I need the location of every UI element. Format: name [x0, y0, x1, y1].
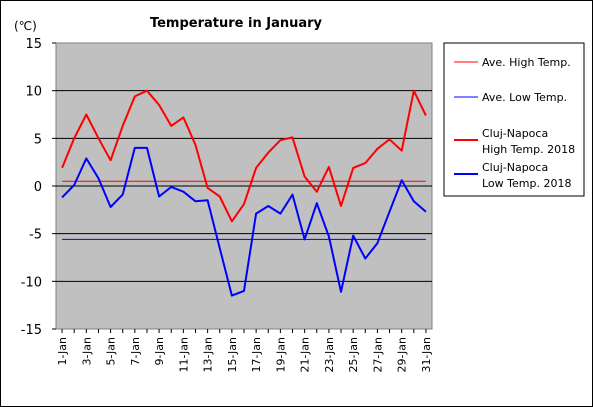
legend-label: Cluj-Napoca — [482, 161, 548, 174]
x-tick-label: 19-Jan — [274, 337, 287, 373]
legend-entries: Ave. High Temp. Ave. Low Temp. Cluj-Napoca… — [454, 56, 575, 190]
x-tick-label: 23-Jan — [323, 337, 336, 373]
x-tick-label: 9-Jan — [153, 337, 166, 366]
x-tick-label: 11-Jan — [177, 337, 190, 373]
y-tick-label: -5 — [29, 228, 42, 243]
series-lines — [61, 89, 427, 297]
x-tick-label: 7-Jan — [129, 337, 142, 366]
chart-title: Temperature in January — [150, 16, 323, 31]
x-tick-label: 17-Jan — [250, 337, 263, 373]
x-axis-ticks: 1-Jan 3-Jan 5-Jan 7-Jan 9-Jan 11-Jan 13-Jan 15-… — [56, 329, 433, 373]
legend-label: Cluj-Napoca — [482, 127, 548, 140]
series-line-4 — [61, 146, 427, 297]
unit-label: (℃) — [14, 19, 37, 33]
y-tick-label: -15 — [21, 323, 42, 338]
x-tick-label: 3-Jan — [80, 337, 93, 366]
y-tick-label: 0 — [34, 180, 42, 195]
legend-label: Ave. Low Temp. — [482, 91, 567, 104]
x-tick-label: 29-Jan — [396, 337, 409, 373]
x-tick-label: 5-Jan — [105, 337, 118, 366]
y-tick-label: 15 — [25, 37, 42, 52]
x-tick-label: 31-Jan — [420, 337, 433, 373]
legend-label: Low Temp. 2018 — [482, 177, 571, 190]
x-tick-label: 27-Jan — [371, 337, 384, 373]
legend-label: High Temp. 2018 — [482, 143, 575, 156]
x-tick-label: 13-Jan — [202, 337, 215, 373]
legend — [443, 42, 585, 197]
x-tick-label: 15-Jan — [226, 337, 239, 373]
y-tick-label: 10 — [25, 85, 42, 100]
x-tick-label: 25-Jan — [347, 337, 360, 373]
y-tick-label: -10 — [21, 275, 42, 290]
x-tick-label: 21-Jan — [299, 337, 312, 373]
y-tick-label: 5 — [34, 132, 42, 147]
legend-label: Ave. High Temp. — [482, 56, 571, 69]
series-line-3 — [61, 89, 427, 223]
y-axis-ticks: 15 10 5 0 -5 -10 -15 — [21, 37, 56, 338]
x-tick-label: 1-Jan — [56, 337, 69, 366]
